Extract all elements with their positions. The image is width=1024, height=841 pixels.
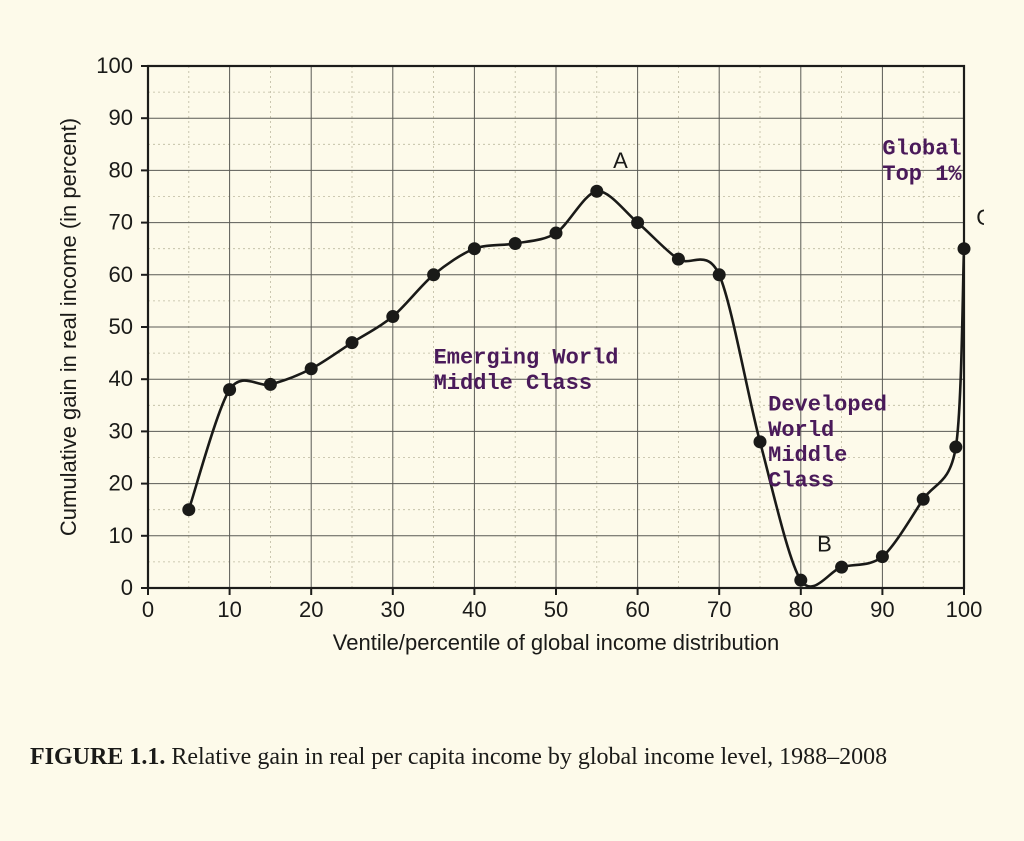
point-label: C: [976, 205, 984, 230]
data-point: [835, 561, 848, 574]
x-tick-label: 100: [946, 597, 983, 622]
y-tick-label: 30: [109, 418, 133, 443]
y-tick-label: 10: [109, 523, 133, 548]
data-point: [223, 383, 236, 396]
data-point: [672, 253, 685, 266]
data-point: [917, 493, 930, 506]
y-tick-label: 90: [109, 105, 133, 130]
x-axis-label: Ventile/percentile of global income dist…: [333, 630, 779, 655]
data-point: [794, 574, 807, 587]
data-point: [958, 242, 971, 255]
data-point: [182, 503, 195, 516]
data-point: [590, 185, 603, 198]
y-tick-label: 60: [109, 262, 133, 287]
data-point: [509, 237, 522, 250]
data-point: [264, 378, 277, 391]
data-point: [550, 227, 563, 240]
figure-page: 0 10 20 30 40 50 60 70 80 90 100 0 10 20 30 40 50 60 70 80 9…: [0, 0, 1024, 841]
x-tick-label: 30: [381, 597, 405, 622]
data-point: [468, 242, 481, 255]
x-tick-label: 80: [789, 597, 813, 622]
figure-caption-text: Relative gain in real per capita income …: [171, 744, 887, 770]
x-tick-label: 20: [299, 597, 323, 622]
point-label: A: [613, 148, 628, 173]
data-point: [713, 268, 726, 281]
figure-caption: FIGURE 1.1. Relative gain in real per ca…: [30, 740, 994, 775]
y-tick-label: 40: [109, 366, 133, 391]
y-tick-label: 70: [109, 210, 133, 235]
figure-caption-label: FIGURE 1.1.: [30, 744, 165, 770]
x-tick-label: 70: [707, 597, 731, 622]
data-point: [346, 336, 359, 349]
elephant-chart: 0 10 20 30 40 50 60 70 80 90 100 0 10 20 30 40 50 60 70 80 9…: [40, 40, 984, 680]
x-tick-label: 0: [142, 597, 154, 622]
x-tick-label: 90: [870, 597, 894, 622]
chart-container: 0 10 20 30 40 50 60 70 80 90 100 0 10 20 30 40 50 60 70 80 9…: [40, 40, 984, 680]
x-tick-label: 50: [544, 597, 568, 622]
y-tick-label: 0: [121, 575, 133, 600]
x-tick-label: 60: [625, 597, 649, 622]
data-point: [949, 441, 962, 454]
y-tick-label: 20: [109, 471, 133, 496]
data-point: [754, 435, 767, 448]
annotation-label: Emerging WorldMiddle Class: [434, 346, 619, 396]
y-axis-label: Cumulative gain in real income (in perce…: [56, 118, 81, 536]
annotation-label: GlobalTop 1%: [882, 137, 962, 187]
data-point: [631, 216, 644, 229]
data-point: [305, 362, 318, 375]
y-tick-label: 100: [96, 53, 133, 78]
data-point: [386, 310, 399, 323]
x-tick-label: 10: [217, 597, 241, 622]
y-tick-label: 80: [109, 157, 133, 182]
y-tick-label: 50: [109, 314, 133, 339]
data-point: [876, 550, 889, 563]
point-label: B: [817, 531, 832, 556]
x-tick-label: 40: [462, 597, 486, 622]
data-point: [427, 268, 440, 281]
